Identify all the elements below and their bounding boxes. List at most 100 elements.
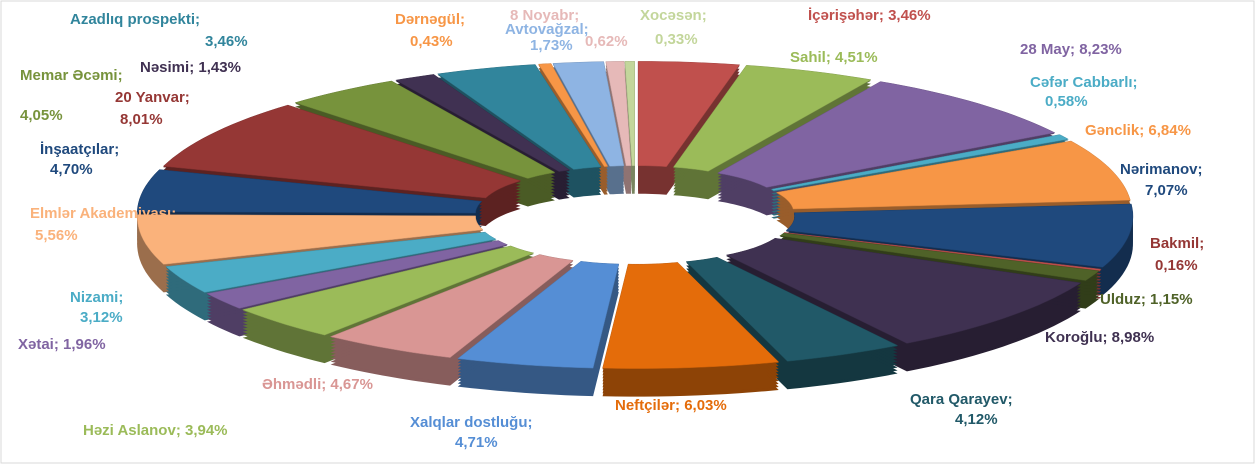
label-separator: ; (1070, 41, 1079, 58)
data-label: Bakmil; 0,16% (1150, 235, 1208, 274)
label-category: Cəfər Cabbarlı (1030, 74, 1133, 91)
data-label: Nərimanov; 7,07% (1120, 161, 1207, 199)
label-value: 3,46% (888, 7, 931, 24)
label-separator: ; (574, 7, 583, 24)
label-category: Nizami (70, 289, 118, 306)
slice (162, 104, 522, 199)
label-separator: ; (189, 59, 198, 76)
label-category: Nərimanov (1120, 161, 1198, 178)
data-label: Avtovağzal; 1,73% (505, 21, 593, 54)
label-value: 3,46% (205, 33, 248, 50)
label-category: Xətai (18, 336, 54, 353)
label-category: İnşaatçılar (40, 141, 114, 158)
label-separator: ; (879, 7, 888, 24)
label-value: 7,07% (1145, 182, 1188, 199)
label-category: Ulduz (1100, 291, 1141, 308)
slice (785, 203, 1134, 268)
label-category: Gənclik (1085, 122, 1140, 139)
label-value: 0,43% (410, 33, 453, 50)
label-separator: ; (54, 336, 63, 353)
label-value: 1,15% (1150, 291, 1193, 308)
label-value: 3,94% (185, 422, 228, 439)
data-label: Ulduz; 1,15% (1100, 291, 1193, 308)
slice (725, 237, 1082, 344)
labels: İçərişəhər; 3,46% Sahil; 4,51% 28 May; 8,2… (18, 7, 1208, 451)
label-separator: ; (1139, 122, 1148, 139)
label-value: 8,98% (1112, 329, 1155, 346)
data-label: Gənclik; 6,84% (1085, 122, 1191, 139)
label-value: 6,84% (1148, 122, 1191, 139)
label-category: Avtovağzal (505, 21, 584, 38)
data-label: 8 Noyabr; 0,62% (510, 7, 628, 50)
label-category: Koroğlu (1045, 329, 1103, 346)
label-separator: ; (584, 21, 593, 38)
data-label: Cəfər Cabbarlı; 0,58% (1030, 74, 1142, 110)
label-separator: ; (1133, 74, 1142, 91)
label-separator: ; (118, 67, 127, 84)
slice (716, 81, 1056, 188)
pie (136, 61, 1134, 397)
label-separator: ; (1198, 161, 1207, 178)
data-label: Nizami; 3,12% (70, 289, 128, 326)
slice (241, 245, 535, 336)
label-category: 8 Noyabr (510, 7, 574, 24)
label-category: İçərişəhər (808, 7, 879, 24)
data-label: Nəsimi; 1,43% (140, 59, 241, 76)
slice (779, 232, 1100, 281)
slice (395, 74, 571, 172)
label-separator: ; (321, 376, 330, 393)
label-value: 0,62% (585, 33, 628, 50)
slice (294, 80, 556, 179)
slice (136, 169, 483, 214)
slice (165, 231, 497, 293)
data-label: Dərnəgül; 0,43% (395, 11, 469, 50)
label-separator: ; (1141, 291, 1150, 308)
label-value: 0,58% (1045, 93, 1088, 110)
slice (552, 61, 625, 167)
data-label: Xalqlar dostluğu; 4,71% (410, 414, 537, 451)
slice (775, 140, 1131, 210)
label-separator: ; (185, 89, 194, 106)
label-category: Əhmədli (262, 376, 321, 393)
slice (770, 134, 1070, 191)
data-label: Neftçilər; 6,03% (615, 397, 727, 414)
data-label: Azadlıq prospekti; 3,46% (70, 11, 248, 50)
label-category: Xalqlar dostluğu (410, 414, 528, 431)
label-category: Bakmil (1150, 235, 1199, 252)
label-value: 0,16% (1155, 257, 1198, 274)
slice (602, 262, 780, 369)
data-label: Xocəsən; 0,33% (640, 7, 711, 48)
label-value: 4,51% (835, 49, 878, 66)
data-label: 28 May; 8,23% (1020, 41, 1122, 58)
label-category: 20 Yanvar (115, 89, 185, 106)
label-category: Memar Əcəmi (20, 67, 118, 84)
label-category: Nəsimi (140, 59, 189, 76)
label-value: 8,23% (1079, 41, 1122, 58)
data-label: Memar Əcəmi; 4,05% (20, 67, 127, 124)
label-separator: ; (176, 422, 185, 439)
label-category: Qara Qarayev (910, 391, 1008, 408)
data-label: Həzi Aslanov; 3,94% (83, 422, 228, 439)
slice (685, 256, 899, 362)
label-value: 1,43% (198, 59, 241, 76)
label-separator: ; (460, 11, 469, 28)
label-separator: ; (675, 397, 684, 414)
data-label: İnşaatçılar; 4,70% (40, 141, 123, 178)
label-separator: ; (1103, 329, 1112, 346)
label-value: 4,67% (330, 376, 373, 393)
label-category: Sahil (790, 49, 826, 66)
label-value: 4,05% (20, 107, 63, 124)
label-value: 8,01% (120, 111, 163, 128)
label-category: Dərnəgül (395, 11, 460, 28)
label-value: 1,73% (530, 37, 573, 54)
slice (437, 64, 602, 170)
label-category: Xocəsən (640, 7, 702, 24)
label-category: Elmlər Akademiyası (30, 205, 171, 222)
label-separator: ; (528, 414, 537, 431)
data-label: Elmlər Akademiyası; 5,56% (30, 205, 180, 244)
label-value: 3,12% (80, 309, 123, 326)
data-label: Koroğlu; 8,98% (1045, 329, 1154, 346)
data-label: Qara Qarayev; 4,12% (910, 391, 1017, 428)
label-value: 5,56% (35, 227, 78, 244)
